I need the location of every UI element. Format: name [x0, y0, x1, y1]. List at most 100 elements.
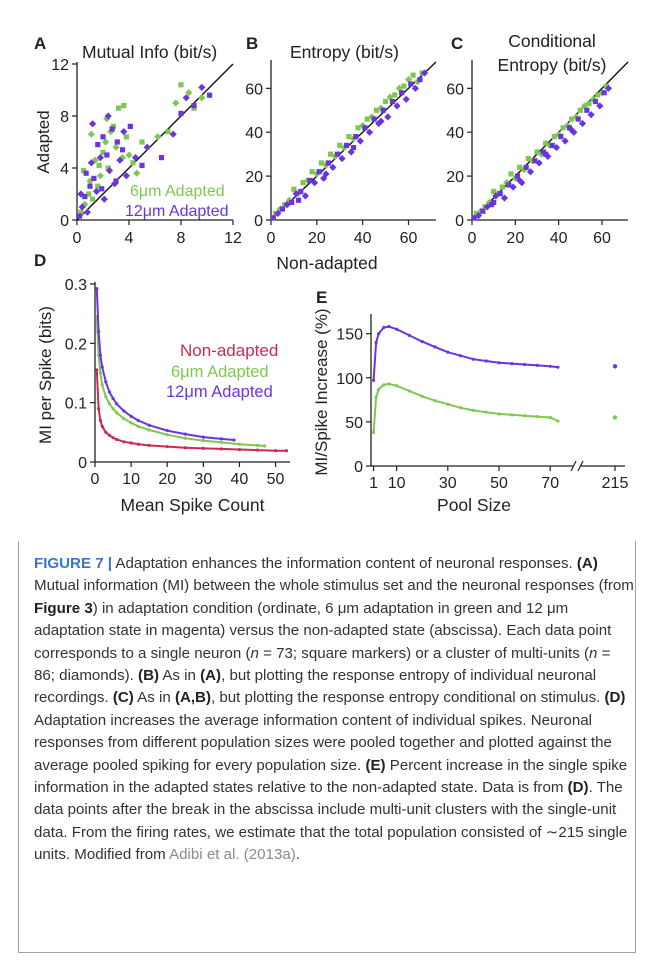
data-point: [301, 192, 309, 200]
legend-6um-d: 6μm Adapted: [171, 363, 269, 381]
data-point: [201, 439, 205, 443]
y-tick-label: 12: [51, 57, 69, 74]
data-point: [471, 215, 477, 221]
data-point: [386, 93, 394, 101]
data-point: [125, 151, 133, 159]
data-point: [603, 83, 609, 89]
data-point: [165, 433, 169, 437]
data-point: [100, 149, 106, 155]
data-point: [100, 365, 104, 369]
y-tick-label: 0: [78, 455, 87, 472]
data-point: [295, 197, 302, 203]
data-point: [154, 133, 162, 141]
data-point: [201, 446, 205, 450]
data-point: [535, 159, 543, 167]
x-tick-label: 8: [177, 230, 186, 247]
data-point: [411, 84, 419, 92]
data-point: [120, 128, 128, 136]
data-point: [399, 90, 405, 96]
data-point: [612, 415, 618, 420]
y-tick-label: 150: [336, 327, 363, 344]
panel-label-b: B: [246, 34, 258, 53]
data-point: [104, 430, 108, 434]
data-point: [346, 134, 352, 140]
data-point: [535, 363, 540, 368]
data-point: [318, 160, 325, 166]
chart-title-c-line2: Entropy (bit/s): [498, 55, 607, 75]
data-point: [382, 325, 386, 330]
x-tick-label: 40: [550, 230, 568, 247]
data-point: [292, 190, 300, 198]
identity-line: [76, 63, 234, 221]
data-point: [165, 428, 169, 433]
x-tick-label: 12: [224, 230, 242, 247]
data-point: [115, 402, 119, 406]
y-tick-label: 4: [60, 161, 69, 178]
chart-title-a: Mutual Info (bit/s): [82, 42, 217, 62]
data-point: [139, 162, 145, 168]
legend-12um: 12μm Adapted: [125, 203, 229, 220]
x-tick-label: 215: [602, 475, 629, 492]
data-point: [310, 179, 319, 187]
chart-title-b: Entropy (bit/s): [290, 42, 399, 62]
x-tick-label: 1: [369, 475, 378, 492]
data-point: [473, 210, 479, 217]
data-point: [307, 177, 313, 184]
data-point: [123, 134, 129, 140]
data-point: [516, 176, 524, 185]
caption-text: (B): [138, 667, 159, 685]
data-point: [523, 414, 527, 418]
data-point: [483, 203, 491, 211]
data-point: [129, 414, 133, 418]
data-point: [612, 364, 618, 369]
data-point: [201, 435, 205, 439]
data-point: [122, 409, 126, 413]
data-point: [136, 418, 140, 423]
data-point: [337, 142, 343, 148]
y-tick-label: 0: [60, 213, 69, 230]
data-point: [100, 134, 106, 140]
data-point: [113, 178, 119, 184]
data-point: [104, 152, 110, 158]
data-point: [548, 364, 552, 368]
caption-citation[interactable]: Adibi et al. (2013a): [169, 846, 296, 864]
data-point: [510, 413, 514, 417]
data-point: [178, 82, 184, 88]
data-point: [353, 134, 359, 140]
panel-label-e: E: [316, 288, 327, 307]
data-point: [525, 155, 531, 162]
data-point: [185, 89, 193, 97]
caption-text: As in: [159, 667, 201, 685]
data-point: [532, 158, 538, 164]
data-point: [534, 149, 540, 155]
data-point: [100, 424, 104, 428]
caption-text: (E): [365, 756, 386, 774]
data-point: [389, 98, 396, 105]
caption-text: Adaptation increases the average informa…: [34, 711, 612, 774]
data-point: [480, 208, 486, 214]
data-point: [115, 411, 119, 415]
data-point: [586, 101, 592, 107]
data-point: [98, 371, 103, 375]
data-point: [96, 154, 104, 162]
caption-text: n: [250, 644, 259, 662]
data-point: [322, 170, 330, 178]
data-point: [119, 147, 126, 153]
data-point: [105, 165, 111, 171]
data-point: [86, 177, 94, 185]
data-point: [395, 384, 399, 388]
data-point: [491, 199, 497, 206]
data-point: [510, 362, 514, 366]
data-point: [420, 339, 424, 344]
data-point: [325, 160, 331, 166]
data-point: [364, 116, 370, 122]
data-point: [365, 128, 374, 136]
data-point: [384, 113, 392, 121]
data-point: [497, 191, 503, 197]
data-point: [523, 164, 529, 170]
data-point: [327, 151, 334, 157]
data-point: [526, 168, 535, 176]
caption-text: (A): [200, 667, 222, 685]
x-tick-label: 30: [194, 471, 212, 488]
data-point: [549, 142, 555, 148]
